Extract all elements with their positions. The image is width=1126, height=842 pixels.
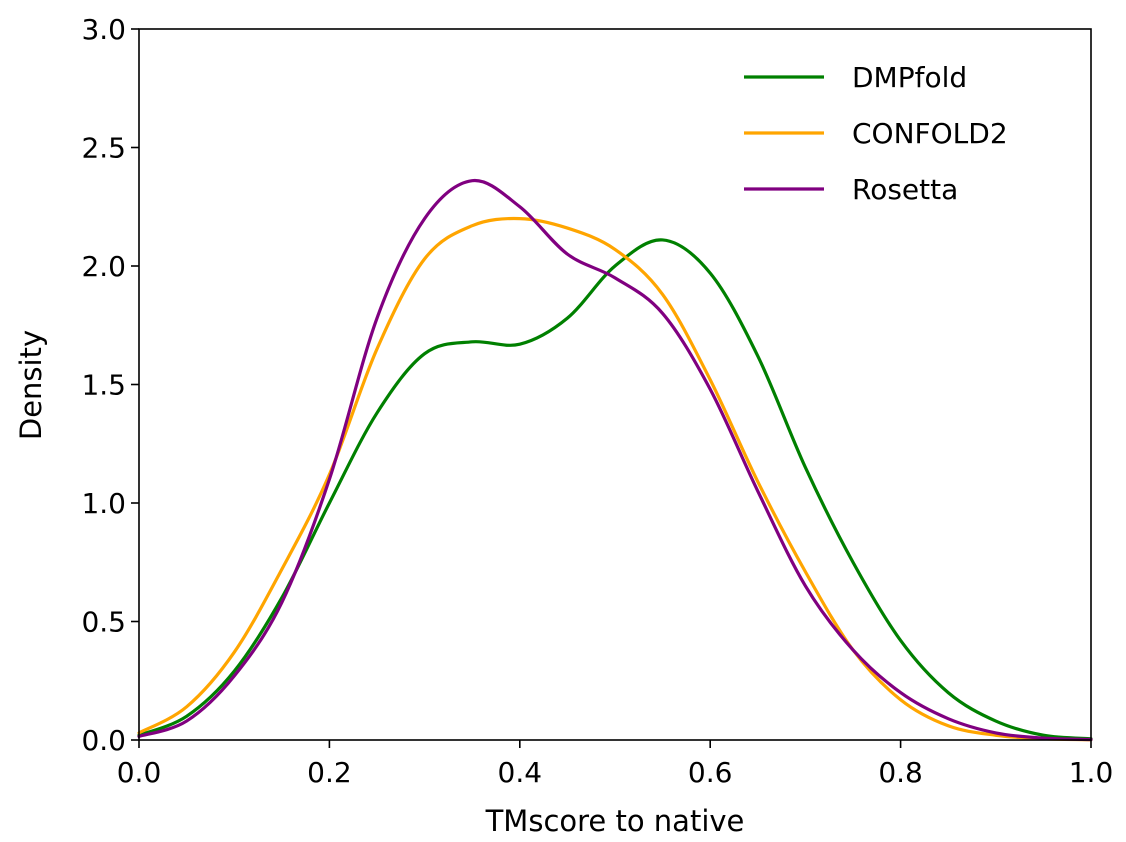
x-axis-label: TMscore to native: [485, 804, 745, 838]
x-tick-label: 0.4: [498, 756, 543, 789]
x-axis: 0.0 0.2 0.4 0.6 0.8 1.0: [117, 740, 1114, 789]
y-axis-label: Density: [14, 330, 48, 440]
y-tick-label: 2.5: [81, 132, 126, 165]
series-line-dmpfold: [137, 238, 1093, 741]
series-line-confold2: [137, 216, 1093, 742]
y-tick-label: 2.0: [81, 250, 126, 283]
legend: DMPfold CONFOLD2 Rosetta: [744, 61, 1008, 206]
x-tick-label: 0.0: [117, 756, 162, 789]
y-tick-label: 1.0: [81, 487, 126, 520]
y-tick-label: 0.5: [81, 606, 126, 639]
series-lines: [137, 179, 1093, 742]
legend-label-confold2: CONFOLD2: [852, 117, 1008, 150]
y-tick-label: 0.0: [81, 724, 126, 757]
series-line-rosetta: [137, 179, 1093, 742]
y-axis: 0.0 0.5 1.0 1.5 2.0 2.5 3.0: [81, 13, 139, 757]
y-tick-label: 3.0: [81, 13, 126, 46]
y-tick-label: 1.5: [81, 369, 126, 402]
x-tick-label: 0.6: [688, 756, 733, 789]
legend-label-dmpfold: DMPfold: [852, 61, 967, 94]
x-tick-label: 1.0: [1069, 756, 1114, 789]
legend-label-rosetta: Rosetta: [852, 173, 958, 206]
x-tick-label: 0.8: [878, 756, 923, 789]
x-tick-label: 0.2: [307, 756, 352, 789]
